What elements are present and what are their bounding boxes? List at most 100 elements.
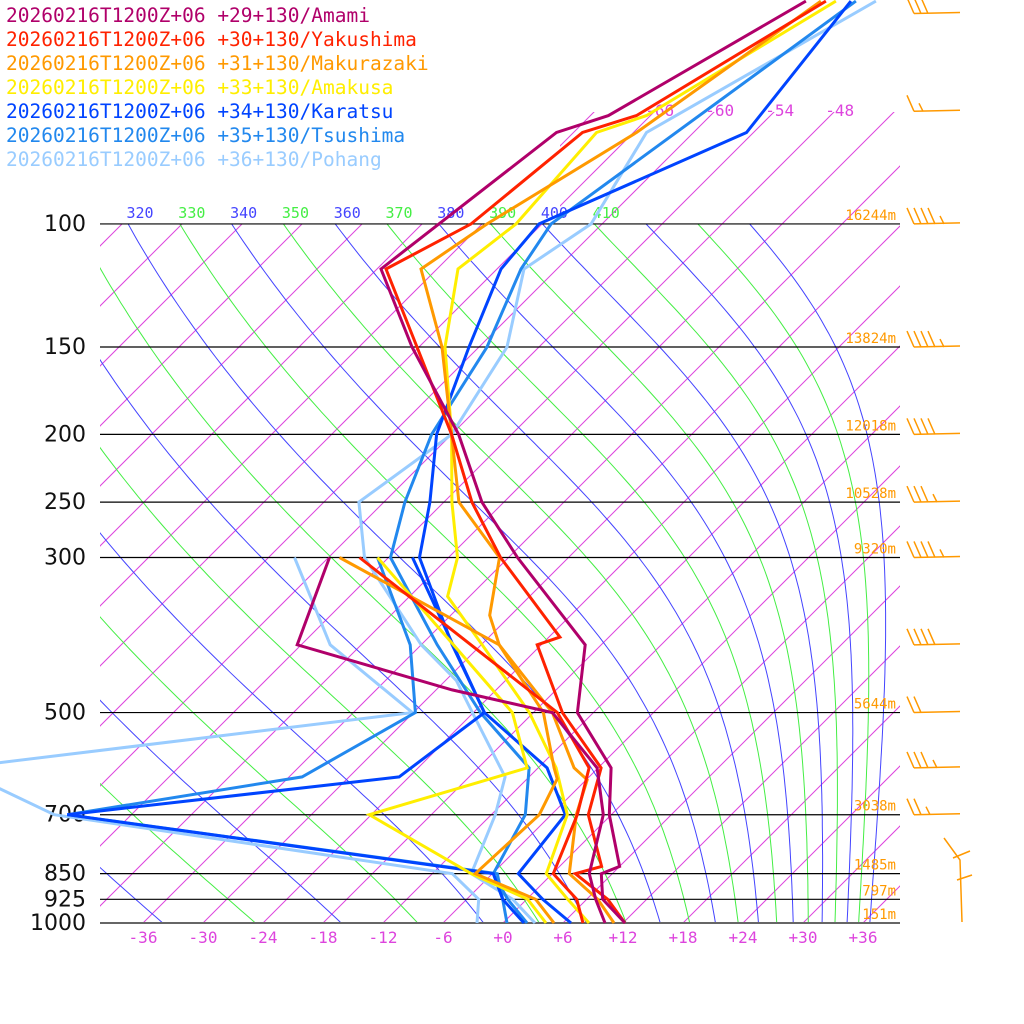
wind-barb-half — [939, 338, 945, 348]
x-tick-label: +30 — [789, 928, 818, 947]
wind-barb-full — [913, 541, 922, 558]
wind-barb — [907, 0, 961, 15]
wind-barb — [906, 798, 961, 816]
wind-barb-full — [913, 798, 922, 816]
wind-barb-full — [913, 207, 922, 225]
wind-barb-full — [906, 207, 915, 225]
moist-adiabat-line — [231, 224, 716, 923]
pohang-dewpoint-line — [0, 556, 481, 924]
wind-barb — [906, 207, 961, 225]
wind-barb-staff — [913, 11, 961, 15]
wind-barb — [906, 485, 961, 503]
x-tick-label: +24 — [729, 928, 758, 947]
moist-adiabat-line — [697, 224, 870, 923]
wind-barb-staff — [913, 812, 961, 816]
wind-barb-full — [906, 798, 915, 816]
wind-barb-full — [920, 751, 929, 769]
makurazaki-dewpoint-line — [338, 556, 559, 924]
height-label: 797m — [862, 883, 896, 899]
makurazaki-temperature-line — [419, 0, 822, 924]
wind-barb-staff — [913, 643, 961, 646]
theta-label: 330 — [178, 204, 205, 222]
theta-label: 340 — [230, 204, 257, 222]
x-tick-label: -30 — [189, 928, 218, 947]
theta-label: 350 — [282, 204, 309, 222]
moist-adiabat-line — [100, 446, 540, 923]
moist-adiabat-line — [542, 224, 824, 923]
wind-barb-surface — [943, 837, 973, 923]
moist-adiabat-line — [749, 224, 887, 923]
wind-barb-half — [932, 493, 938, 503]
wind-barb — [906, 330, 961, 348]
moist-adiabat-line — [438, 224, 794, 923]
moist-adiabat-line — [100, 699, 341, 923]
wind-barb-staff — [913, 555, 961, 559]
moist-adiabat-line — [127, 224, 661, 923]
isotherm-label: -54 — [765, 101, 794, 120]
height-label: 3038m — [854, 799, 896, 815]
isotherm-line — [382, 112, 900, 923]
isotherm-label: -48 — [825, 101, 854, 120]
moist-adiabat-line — [334, 224, 759, 923]
moist-adiabat-line — [100, 532, 484, 923]
wind-barb-full — [920, 330, 929, 348]
x-tick-label: -6 — [433, 928, 452, 947]
moist-adiabat-line — [593, 224, 838, 923]
wind-barb — [906, 94, 961, 113]
moist-adiabat-line — [179, 224, 690, 923]
pressure-label: 250 — [44, 490, 86, 515]
wind-barb-half — [925, 806, 931, 816]
wind-barb-staff — [913, 345, 961, 348]
wind-barb-staff — [943, 837, 963, 923]
x-tick-label: +0 — [493, 928, 512, 947]
legend: 20260216T1200Z+06 +29+130/Amami 20260216T… — [6, 4, 429, 172]
karatsu-dewpoint-line — [67, 556, 526, 925]
wind-barb-full — [906, 485, 915, 503]
moist-adiabat-line — [490, 224, 809, 923]
wind-barb-full — [906, 751, 915, 769]
pressure-label: 150 — [44, 335, 86, 360]
isotherm-line — [622, 112, 900, 923]
height-label: 16244m — [845, 208, 896, 224]
amakusa-temperature-line — [443, 0, 837, 925]
wind-barb — [906, 696, 961, 714]
x-tick-label: +36 — [849, 928, 878, 947]
wind-barb-full — [913, 628, 922, 646]
legend-item: 20260216T1200Z+06 +30+130/Yakushima — [6, 28, 417, 51]
pohang-temperature-line — [357, 0, 877, 925]
wind-barb-full — [927, 541, 936, 558]
pressure-label: 100 — [44, 212, 86, 237]
wind-barb-full — [913, 485, 922, 503]
isotherm-line — [682, 112, 900, 923]
moist-adiabat-line — [100, 782, 255, 923]
moist-adiabat-line — [645, 224, 854, 923]
pressure-label: 300 — [44, 545, 86, 570]
x-tick-label: -36 — [129, 928, 158, 947]
x-tick-label: +12 — [609, 928, 638, 947]
height-label: 12018m — [845, 418, 896, 434]
wind-barb-full — [914, 0, 922, 14]
wind-barb-full — [956, 874, 973, 881]
wind-barb-full — [913, 696, 922, 713]
wind-barb-full — [952, 850, 971, 859]
wind-barb-full — [906, 628, 915, 646]
theta-label: 320 — [127, 204, 154, 222]
legend-item: 20260216T1200Z+06 +31+130/Makurazaki — [6, 52, 429, 75]
legend-item: 20260216T1200Z+06 +35+130/Tsushima — [6, 124, 406, 147]
isotherm-line — [862, 112, 900, 923]
wind-barbs — [906, 0, 973, 923]
pressure-levels — [100, 223, 900, 924]
wind-barb-full — [920, 628, 929, 646]
wind-barb-full — [921, 0, 929, 14]
wind-barb-full — [906, 94, 915, 112]
x-tick-label: -12 — [369, 928, 398, 947]
amami-dewpoint-line — [295, 556, 607, 924]
wind-barb-full — [906, 418, 915, 435]
wind-barb-half — [932, 759, 938, 769]
wind-barb-full — [927, 628, 936, 646]
amami-temperature-line — [379, 0, 807, 925]
legend-item: 20260216T1200Z+06 +29+130/Amami — [6, 4, 370, 27]
wind-barb-full — [906, 330, 915, 348]
moist-adiabat-line — [386, 224, 778, 923]
wind-barb-half — [918, 102, 924, 112]
